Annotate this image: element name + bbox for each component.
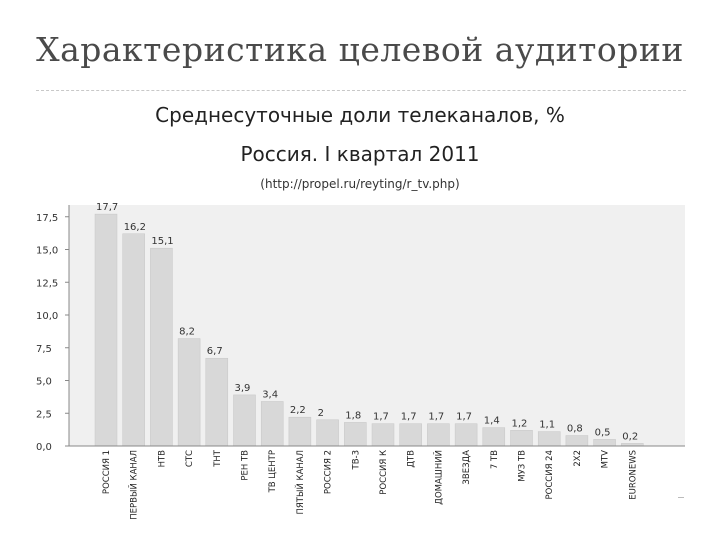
data-label: 16,2 [124,222,146,233]
bar [510,430,533,447]
data-label: 6,7 [207,346,223,357]
x-tick-label: ЗВЕЗДА [462,450,472,485]
data-label: 0,8 [567,424,583,435]
x-tick-label: РОССИЯ К [379,450,389,495]
bar [482,427,506,447]
data-label: 1,2 [512,418,528,429]
x-tick-label: РОССИЯ 24 [545,450,555,499]
data-label: 1,8 [345,410,361,421]
data-label: 8,2 [179,327,195,338]
x-tick-label: РОССИЯ 1 [102,450,112,494]
bar [260,401,284,447]
data-label: 1,7 [456,412,472,423]
chart-title: Среднесуточные доли телеканалов, % [155,103,565,127]
bar [537,431,561,447]
x-tick-label: РОССИЯ 2 [324,450,334,494]
bar [177,338,201,447]
bar [205,357,229,447]
bar [288,416,312,447]
bar [593,439,616,447]
x-tick-label: ДТВ [407,450,417,468]
slide-title: Характеристика целевой аудитории [36,30,684,69]
data-label: 3,4 [262,389,278,400]
bar [399,423,422,447]
data-label: 0,5 [595,427,611,438]
chart-source: (http://propel.ru/reyting/r_tv.php) [260,177,460,191]
x-tick-label: 2Х2 [573,450,583,467]
bar [150,247,173,447]
title-divider [36,90,686,91]
data-label: 1,4 [484,416,500,427]
y-tick-label: 17,5 [36,213,58,224]
bar [427,423,450,447]
y-tick-label: 10,0 [36,311,58,322]
x-tick-label: СТС [185,450,195,467]
data-label: 15,1 [151,236,173,247]
bar [565,435,589,447]
x-tick-label: ТВ ЦЕНТР [268,450,278,493]
x-tick-label: ПЕРВЫЙ КАНАЛ [128,450,140,520]
x-tick-label: ДОМАШНИЙ [432,450,444,505]
x-tick-label: РЕН ТВ [241,450,251,481]
y-tick-label: 5,0 [36,377,52,388]
y-tick-label: 7,5 [36,344,52,355]
bar [122,233,145,447]
data-label: 1,7 [401,412,417,423]
y-tick-label: 2,5 [36,409,52,420]
data-label: 3,9 [235,383,251,394]
bar [316,419,339,447]
x-tick-label: НТВ [157,450,167,468]
data-label: 17,7 [96,202,118,213]
data-label: 2,2 [290,405,306,416]
x-tick-label: ТНТ [213,449,223,468]
bar [371,423,395,447]
y-tick-label: 15,0 [36,246,58,257]
corner-mark [678,497,684,498]
x-tick-label: MTV [601,450,611,469]
x-tick-label: МУЗ ТВ [518,450,528,482]
x-tick-label: 7 ТВ [490,450,500,469]
bar [94,213,118,447]
y-tick-label: 12,5 [36,278,58,289]
bar [454,423,478,447]
data-label: 2 [318,408,324,419]
x-tick-label: ПЯТЫЙ КАНАЛ [294,450,306,515]
y-tick-label: 0,0 [36,442,52,453]
data-label: 1,1 [539,420,555,431]
data-label: 1,7 [373,412,389,423]
data-label: 1,7 [428,412,444,423]
data-label: 0,2 [622,431,638,442]
chart-subtitle: Россия. I квартал 2011 [240,142,480,166]
x-tick-label: ТВ-3 [351,450,361,471]
bar [344,422,367,447]
x-tick-label: EURONEWS [628,450,638,500]
bar [233,394,256,447]
